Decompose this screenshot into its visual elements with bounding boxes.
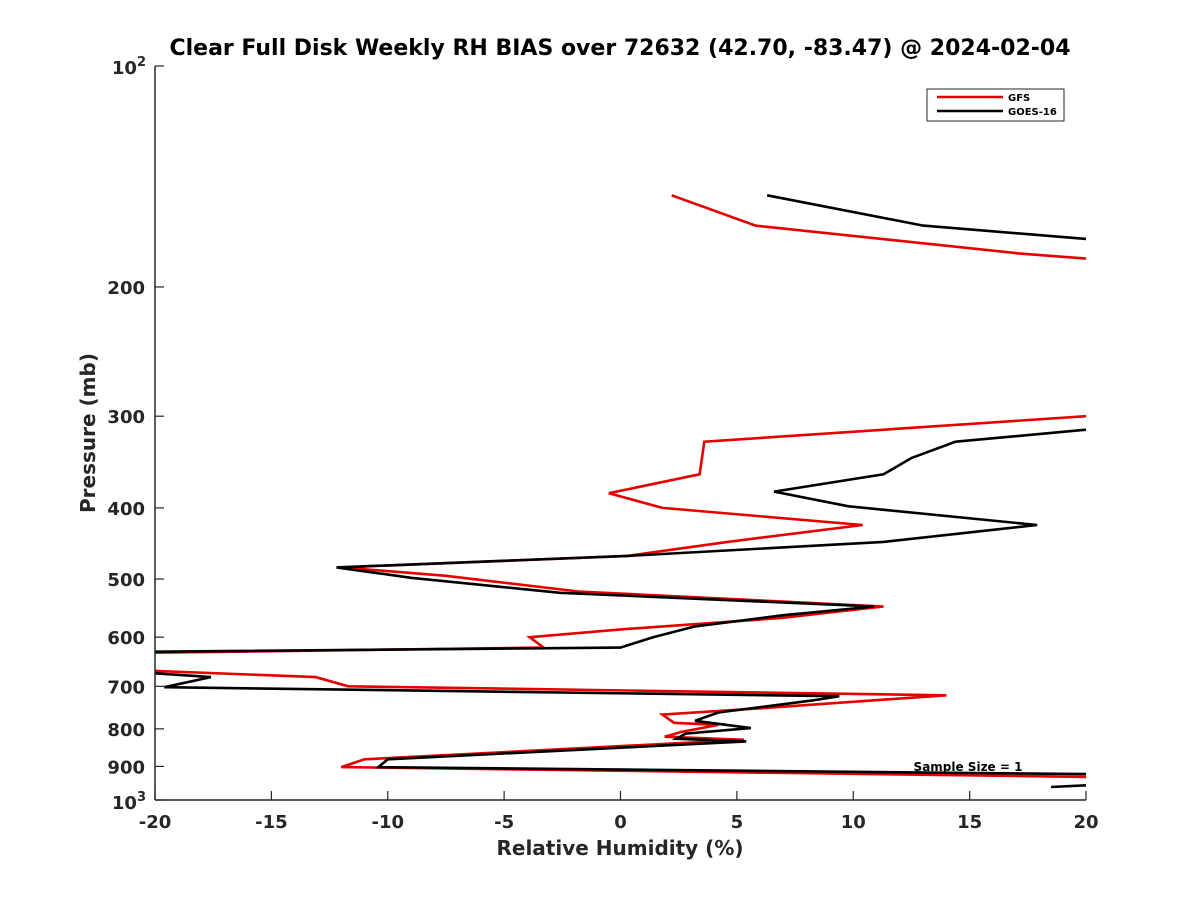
y-top-label: 102	[112, 55, 146, 79]
x-tick-label: 5	[731, 812, 744, 833]
chart-title: Clear Full Disk Weekly RH BIAS over 7263…	[169, 36, 1070, 61]
series-line-goes16-segment-1	[154, 428, 1087, 653]
y-tick-label: 200	[107, 278, 145, 299]
legend-label-gfs: GFS	[1008, 93, 1030, 104]
sample-size-annotation: Sample Size = 1	[914, 760, 1023, 774]
legend-box	[926, 88, 1065, 122]
y-tick-label: 800	[107, 720, 145, 741]
x-axis-label: Relative Humidity (%)	[496, 836, 743, 860]
x-tick-label: 20	[1073, 812, 1098, 833]
y-axis-label: Pressure (mb)	[76, 353, 100, 513]
y-bottom-label: 103	[112, 790, 146, 814]
series-line-goes16-segment-2	[154, 672, 1087, 776]
y-tick-label: 300	[107, 407, 145, 428]
legend-label-goes16: GOES-16	[1008, 107, 1057, 118]
y-tick-label: 400	[107, 499, 145, 520]
x-tick-label: 10	[841, 812, 866, 833]
x-tick-label: -5	[494, 812, 514, 833]
x-tick-label: -20	[139, 812, 172, 833]
series-line-goes16-segment-3	[1051, 784, 1087, 789]
y-tick-label: 900	[107, 757, 145, 778]
x-axis-ticks: -20 -15 -10 -5 0 5 10 15 20	[139, 791, 1099, 833]
x-tick-label: -15	[255, 812, 288, 833]
series-line-gfs-segment-0	[671, 194, 1087, 260]
x-tick-label: -10	[371, 812, 404, 833]
plot-area	[154, 194, 1087, 789]
series-line-goes16-segment-0	[766, 194, 1087, 241]
x-tick-label: 15	[957, 812, 982, 833]
y-tick-label: 700	[107, 677, 145, 698]
y-tick-label: 600	[107, 628, 145, 649]
legend: GFS GOES-16	[926, 88, 1065, 122]
y-axis-ticks: 200 300 400 500 600 700 800 900	[107, 65, 164, 801]
x-tick-label: 0	[614, 812, 627, 833]
y-tick-label: 500	[107, 570, 145, 591]
